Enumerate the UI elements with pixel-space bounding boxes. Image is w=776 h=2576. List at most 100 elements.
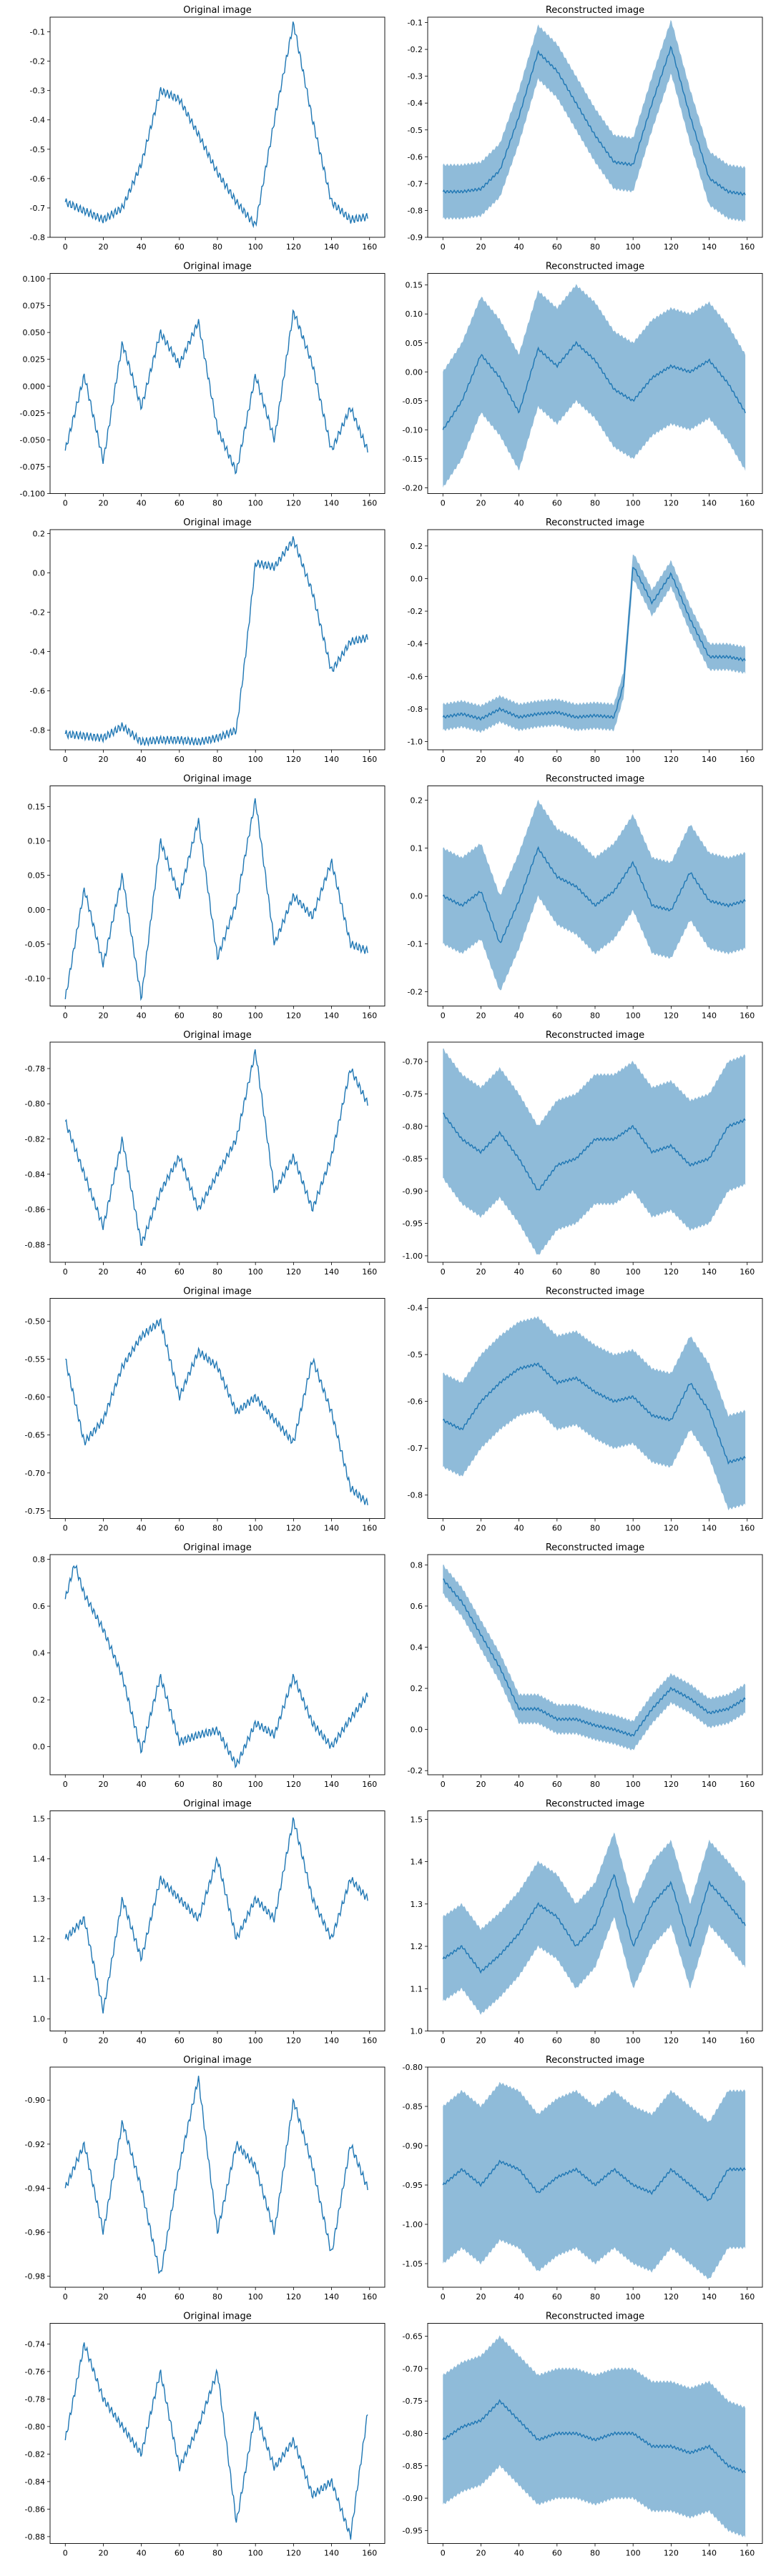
x-tick-label: 20 [476,1524,486,1533]
y-tick-label: -0.6 [408,1397,423,1407]
x-tick-label: 0 [441,2036,446,2046]
y-tick-label: -0.90 [25,2096,45,2105]
x-tick-label: 100 [626,1011,641,1021]
x-tick-label: 60 [175,499,185,508]
y-tick-label: 0.0 [411,574,423,583]
x-tick-label: 20 [98,2036,108,2046]
x-tick-label: 140 [324,1780,339,1789]
x-tick-label: 140 [324,1524,339,1533]
x-tick-label: 80 [590,755,600,764]
x-tick-label: 160 [362,1780,377,1789]
y-tick-label: 0.0 [33,569,46,578]
y-tick-label: -0.55 [25,1354,45,1364]
y-tick-label: 1.1 [33,1975,46,1984]
y-tick-label: -0.86 [25,1205,45,1214]
x-tick-label: 120 [664,1011,679,1021]
x-tick-label: 20 [476,2292,486,2302]
subplot-title: Original image [183,5,252,16]
x-tick-label: 100 [626,1267,641,1277]
x-tick-label: 140 [324,499,339,508]
y-tick-label: 0.0 [33,1743,46,1752]
y-tick-label: 1.0 [411,2027,423,2036]
x-tick-label: 20 [98,1524,108,1533]
subplot-title: Original image [183,1030,252,1041]
subplot-7-reconstructed: Reconstructed image 0 20 40 60 80 100 120 140 160… [411,1799,763,2046]
x-tick-label: 20 [476,1267,486,1277]
confidence-band [443,799,746,991]
x-tick-label: 20 [476,2036,486,2046]
x-tick-label: 60 [552,2036,562,2046]
y-tick-label: -0.90 [403,2494,423,2503]
y-tick-label: -0.80 [403,1122,423,1131]
y-tick-label: -0.4 [408,99,423,108]
y-tick-label: 0.4 [33,1649,46,1658]
x-tick-label: 100 [248,2292,263,2302]
x-tick-label: 0 [63,2549,68,2558]
x-tick-label: 140 [324,2549,339,2558]
x-tick-label: 0 [441,2292,446,2302]
y-tick-label: -0.75 [403,2397,423,2406]
x-tick-label: 40 [514,2549,524,2558]
confidence-band [443,1832,746,2015]
x-tick-label: 160 [362,242,377,252]
x-tick-label: 160 [740,2036,755,2046]
y-tick-label: -0.88 [25,1240,45,1249]
y-tick-label: -0.95 [403,2181,423,2190]
y-tick-label: -0.075 [20,462,45,472]
y-tick-label: -0.2 [408,987,423,996]
series-line [442,2399,746,2474]
subplot-title: Original image [183,1542,252,1553]
y-tick-label: -0.50 [25,1317,45,1326]
y-tick-label: -0.4 [30,648,45,657]
y-tick-label: 0.10 [28,837,46,846]
x-tick-label: 40 [514,2292,524,2302]
x-tick-label: 60 [175,2036,185,2046]
x-tick-label: 60 [552,1524,562,1533]
y-tick-label: -0.70 [403,2364,423,2374]
y-tick-label: -0.78 [25,2394,45,2404]
x-tick-label: 0 [63,499,68,508]
x-tick-label: 120 [286,1011,301,1021]
x-tick-label: 80 [212,1780,222,1789]
confidence-band [443,1565,746,1750]
subplot-9-reconstructed: Reconstructed image 0 20 40 60 80 100 120 140 160… [403,2312,763,2558]
y-tick-label: -0.65 [25,1431,45,1440]
y-tick-label: -0.98 [25,2272,45,2282]
y-tick-label: -0.05 [403,397,423,406]
x-tick-label: 160 [362,2549,377,2558]
subplot-9-original: Original image 0 20 40 60 80 100 120 140 160 -0.88… [25,2312,385,2558]
series-line [442,1362,746,1465]
y-tick-label: -1.00 [403,2220,423,2229]
subplot-title: Reconstructed image [546,262,644,272]
y-tick-label: 0.15 [406,281,423,290]
x-tick-label: 60 [552,499,562,508]
x-tick-label: 100 [248,1524,263,1533]
confidence-band [443,555,746,733]
y-tick-label: -0.90 [403,1187,423,1196]
x-tick-label: 140 [324,242,339,252]
x-tick-label: 100 [248,2036,263,2046]
x-tick-label: 100 [626,2036,641,2046]
x-tick-label: 0 [441,499,446,508]
y-tick-label: 1.4 [411,1858,423,1867]
confidence-band [443,20,746,222]
confidence-band [443,2335,746,2538]
series-line [443,1112,746,1191]
x-tick-label: 20 [98,1267,108,1277]
x-tick-label: 60 [552,2549,562,2558]
y-tick-label: 1.1 [411,1984,423,1993]
x-tick-label: 80 [590,242,600,252]
series-line [442,567,746,721]
x-tick-label: 80 [212,499,222,508]
x-tick-label: 80 [212,1267,222,1277]
x-tick-label: 60 [552,1780,562,1789]
y-tick-label: -0.92 [25,2140,45,2149]
confidence-band [443,2081,746,2279]
axes-frame [49,529,385,750]
x-tick-label: 0 [441,242,446,252]
x-tick-label: 120 [286,2292,301,2302]
y-tick-label: -0.60 [25,1393,45,1402]
y-tick-label: -0.7 [408,179,423,189]
x-tick-label: 120 [286,1780,301,1789]
series-line [442,2159,746,2202]
